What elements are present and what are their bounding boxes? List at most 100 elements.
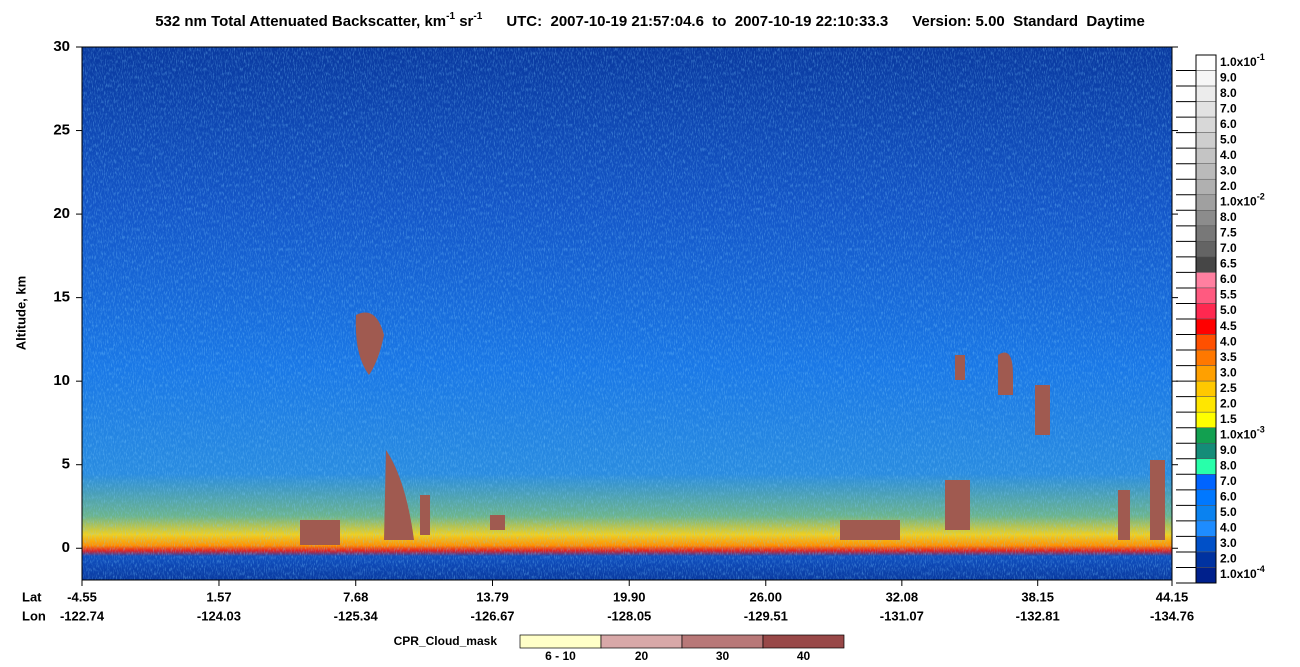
colorbar-swatch — [1195, 474, 1217, 491]
colorbar-label-text: 2.5 — [1220, 381, 1237, 395]
colorbar-swatch — [1195, 70, 1217, 87]
lon-label: -125.34 — [334, 608, 379, 623]
colorbar-swatch — [1195, 489, 1217, 506]
colorbar-label-sup: -2 — [1257, 192, 1265, 202]
colorbar-swatch — [1195, 442, 1217, 460]
colorbar-label-text: 7.0 — [1220, 241, 1237, 255]
y-tick-label: 5 — [62, 456, 70, 473]
legend-label: 6 - 10 — [545, 649, 576, 663]
colorbar-label: 5.0 — [1220, 133, 1237, 147]
lon-label: -132.81 — [1016, 608, 1060, 623]
colorbar-label-text: 6.0 — [1220, 490, 1237, 504]
colorbar-swatch — [1195, 505, 1217, 522]
colorbar-swatch — [1195, 210, 1217, 227]
legend-swatch — [519, 634, 602, 649]
colorbar-label-text: 3.0 — [1220, 536, 1237, 550]
x-tick-label: 38.15 — [1021, 589, 1054, 604]
legend-swatch — [681, 634, 764, 649]
colorbar-label-sup: -1 — [1257, 52, 1265, 62]
legend-title: CPR_Cloud_mask — [394, 634, 498, 648]
colorbar-swatch — [1195, 85, 1217, 102]
colorbar-label-text: 1.0x10 — [1220, 428, 1257, 442]
x-row-label: Lat — [22, 589, 42, 604]
colorbar-label-text: 2.0 — [1220, 179, 1237, 193]
backscatter-image — [82, 47, 1172, 580]
colorbar-label: 1.0x10-2 — [1220, 192, 1265, 209]
legend-label: 40 — [797, 649, 811, 663]
colorbar-label: 1.0x10-3 — [1220, 425, 1265, 442]
colorbar-label-text: 8.0 — [1220, 86, 1237, 100]
colorbar-swatch — [1195, 520, 1217, 537]
lon-label: -122.74 — [60, 608, 105, 623]
colorbar-label: 2.0 — [1220, 397, 1237, 411]
colorbar-label: 7.0 — [1220, 474, 1237, 488]
colorbar-label-text: 5.0 — [1220, 133, 1237, 147]
colorbar-label: 5.5 — [1220, 288, 1237, 302]
colorbar-label: 7.5 — [1220, 226, 1237, 240]
colorbar-swatch — [1195, 318, 1217, 335]
x-tick-label: 13.79 — [476, 589, 509, 604]
colorbar-swatch — [1195, 567, 1217, 584]
colorbar-swatch — [1195, 334, 1217, 351]
colorbar-swatch — [1195, 194, 1217, 211]
colorbar-label: 6.0 — [1220, 117, 1237, 131]
x-tick-label: 26.00 — [749, 589, 782, 604]
lon-label: -124.03 — [197, 608, 241, 623]
colorbar-label: 8.0 — [1220, 459, 1237, 473]
legend-label: 30 — [716, 649, 730, 663]
colorbar-label: 9.0 — [1220, 70, 1237, 84]
colorbar-swatch — [1195, 380, 1217, 397]
x-tick-label: -4.55 — [67, 589, 97, 604]
colorbar-label-text: 3.0 — [1220, 164, 1237, 178]
colorbar-label-text: 9.0 — [1220, 70, 1237, 84]
colorbar-label-text: 3.0 — [1220, 366, 1237, 380]
colorbar-label: 3.0 — [1220, 536, 1237, 550]
title-utc: UTC: 2007-10-19 21:57:04.6 to 2007-10-19… — [506, 13, 888, 30]
colorbar-swatch — [1195, 272, 1217, 289]
colorbar-label-sup: -4 — [1257, 565, 1265, 575]
colorbar-label: 1.0x10-1 — [1220, 52, 1265, 69]
lon-label: -128.05 — [607, 608, 651, 623]
colorbar-swatch — [1195, 536, 1217, 553]
colorbar-swatch — [1195, 396, 1217, 413]
colorbar-label-sup: -3 — [1257, 425, 1265, 435]
colorbar-label: 4.0 — [1220, 148, 1237, 162]
x-tick-label: 44.15 — [1156, 589, 1189, 604]
x-row-label: Lon — [22, 608, 46, 623]
x-tick-label: 1.57 — [206, 589, 231, 604]
y-tick-label: 25 — [53, 122, 70, 139]
legend-label: 20 — [635, 649, 649, 663]
legend-swatch — [600, 634, 683, 649]
colorbar-label-text: 1.0x10 — [1220, 195, 1257, 209]
colorbar-label: 4.0 — [1220, 521, 1237, 535]
colorbar-label: 1.5 — [1220, 412, 1237, 426]
title-sup: -1 — [446, 11, 455, 22]
colorbar-swatch — [1195, 163, 1217, 180]
y-tick-label: 15 — [53, 289, 70, 306]
colorbar-label: 2.0 — [1220, 552, 1237, 566]
chart-title: 532 nm Total Attenuated Backscatter, km-… — [155, 11, 1145, 30]
x-tick-label: 19.90 — [613, 589, 646, 604]
colorbar-swatch — [1195, 551, 1217, 568]
title-unit: sr — [455, 13, 474, 30]
colorbar-swatch — [1195, 101, 1217, 118]
colorbar-swatch — [1195, 303, 1217, 320]
colorbar-swatch — [1195, 458, 1217, 475]
colorbar-label-text: 4.5 — [1220, 319, 1237, 333]
y-tick-label: 10 — [53, 372, 70, 389]
title-product: 532 nm Total Attenuated Backscatter, km — [155, 13, 446, 30]
colorbar-label: 4.0 — [1220, 334, 1237, 348]
colorbar-swatch — [1195, 365, 1217, 382]
colorbar-label: 8.0 — [1220, 210, 1237, 224]
colorbar-swatch — [1195, 116, 1217, 133]
y-axis-label: Altitude, km — [13, 276, 28, 350]
colorbar-label: 9.0 — [1220, 443, 1237, 457]
colorbar-label: 3.0 — [1220, 164, 1237, 178]
lon-label: -129.51 — [744, 608, 788, 623]
colorbar-label-text: 4.0 — [1220, 521, 1237, 535]
colorbar-label-text: 8.0 — [1220, 459, 1237, 473]
lon-label: -134.76 — [1150, 608, 1194, 623]
colorbar-label-text: 3.5 — [1220, 350, 1237, 364]
